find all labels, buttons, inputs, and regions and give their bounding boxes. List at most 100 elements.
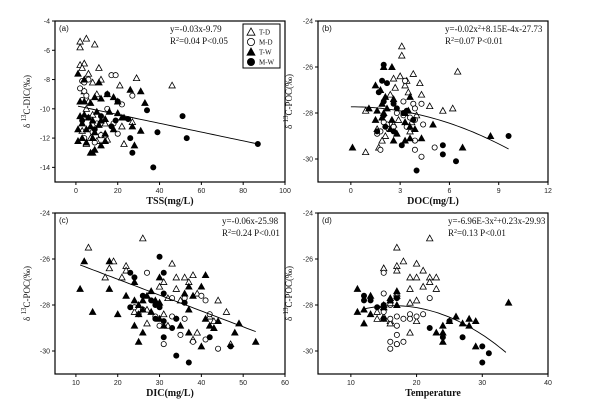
x-tick-label: 40 [544, 380, 552, 387]
r2-letter: R [170, 36, 176, 46]
data-point-m-w [169, 324, 176, 331]
data-point-t-d [432, 273, 441, 281]
data-point-t-d [412, 259, 421, 267]
equation-superscript: 2 [478, 25, 481, 31]
data-point-t-w [406, 134, 414, 142]
data-point-t-d [397, 42, 406, 50]
y-tick-label: -24 [303, 19, 313, 26]
data-point-m-w [374, 128, 381, 135]
data-point-t-w [136, 126, 145, 134]
data-point-t-d [406, 298, 414, 306]
data-point-m-d [420, 311, 427, 318]
data-point-m-w [98, 113, 105, 120]
r2-text: =0.13 P<0.01 [457, 228, 506, 238]
data-point-t-d [406, 328, 414, 336]
data-point-t-w [486, 131, 495, 139]
data-point-t-w [366, 310, 375, 318]
data-point-m-w [108, 123, 115, 130]
y-axis-label: δ 13C-DIC(‰) [20, 75, 32, 128]
data-point-m-d [160, 341, 167, 348]
data-point-m-w [160, 269, 167, 276]
data-point-m-d [77, 85, 84, 92]
data-point-t-d [155, 282, 164, 290]
fit-line [77, 105, 258, 145]
fit-line [350, 106, 509, 150]
data-point-t-d [88, 78, 97, 86]
data-point-m-w [129, 149, 136, 156]
data-point-t-w [101, 129, 110, 137]
data-point-t-w [80, 110, 89, 118]
data-point-t-w [97, 94, 105, 102]
data-point-m-w [154, 129, 161, 136]
data-point-m-d [411, 146, 418, 153]
legend-label-t-d: T-D [259, 29, 270, 37]
r2-letter: R [448, 228, 454, 238]
data-point-m-d [129, 92, 136, 99]
data-point-t-d [373, 307, 382, 315]
data-point-t-d [406, 284, 414, 292]
data-point-m-d [426, 295, 433, 302]
data-point-t-w [388, 62, 396, 70]
data-point-t-d [412, 296, 421, 304]
data-point-m-d [393, 331, 400, 338]
y-tick-label: -4 [44, 19, 50, 26]
data-point-m-w [206, 334, 213, 341]
y-label-text: C-POC(‰) [284, 266, 294, 308]
data-point-t-w [389, 136, 398, 144]
fit-r-squared: R2=0.13 P<0.01 [448, 228, 506, 238]
data-point-m-w [390, 128, 397, 135]
data-point-m-w [379, 77, 386, 84]
data-point-t-w [365, 104, 373, 112]
fit-equation: y=-0.06x-25.98 [222, 216, 279, 226]
data-point-t-w [147, 307, 156, 315]
data-point-m-w [505, 132, 512, 139]
data-point-m-w [173, 352, 180, 359]
data-point-m-d [215, 345, 222, 352]
data-point-t-w [82, 138, 91, 146]
data-point-m-d [112, 72, 119, 79]
data-point-t-w [465, 314, 474, 322]
data-point-t-d [412, 273, 421, 281]
x-tick-label: 30 [478, 380, 486, 387]
data-point-t-d [132, 74, 141, 82]
data-point-t-d [214, 296, 222, 304]
data-point-t-w [180, 289, 189, 297]
data-point-t-w [438, 337, 447, 345]
data-point-m-w [382, 123, 389, 130]
y-axis-label: δ 13C-POC(‰) [282, 266, 294, 321]
panel-label: (d) [322, 216, 332, 225]
y-tick-label: -28 [303, 111, 313, 118]
data-point-t-d [396, 72, 405, 80]
y-axis-label: δ 13C-POC(‰) [282, 74, 294, 129]
r2-letter: R [222, 228, 228, 238]
data-point-t-d [419, 266, 428, 274]
data-point-t-w [401, 118, 409, 126]
data-point-t-w [184, 282, 193, 290]
panel-c: 10 20 30 40 50 60 -24 -26 -28 -30 (c) DIC(mg/L) δ 13… [20, 211, 289, 400]
series-t-d [373, 234, 441, 336]
x-tick-label: 40 [156, 188, 164, 195]
legend-label-m-d: M-D [259, 39, 273, 47]
fit-r-squared: R2=0.24 P<0.01 [222, 228, 280, 238]
data-point-m-w [148, 297, 155, 304]
y-label-superscript: 13 [20, 114, 28, 122]
data-point-t-d [378, 136, 386, 144]
data-point-t-w [201, 314, 210, 322]
data-point-m-d [387, 315, 394, 322]
data-point-m-w [131, 274, 138, 281]
data-point-m-w [112, 117, 119, 124]
data-point-t-w [95, 78, 103, 86]
data-point-t-w [429, 120, 437, 128]
data-point-t-w [452, 312, 460, 320]
data-point-m-d [411, 105, 418, 112]
data-point-t-w [88, 134, 97, 142]
data-point-m-d [83, 92, 90, 99]
data-point-m-d [393, 341, 400, 348]
series-t-w [76, 257, 260, 350]
data-point-m-d [387, 345, 394, 352]
data-point-m-w [383, 80, 390, 87]
y-tick-label: -24 [40, 211, 50, 218]
data-point-t-w [138, 305, 147, 313]
data-point-m-w [183, 135, 190, 142]
fit-equation: y=-6.96E-3x2+0.23x-29.93 [448, 216, 546, 226]
